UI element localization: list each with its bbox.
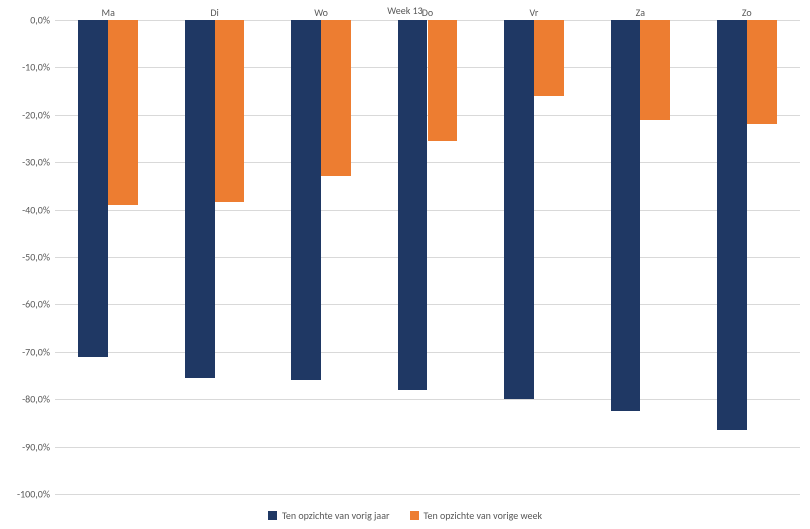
- bar-series-1: [747, 20, 777, 124]
- legend: Ten opzichte van vorig jaar Ten opzichte …: [0, 509, 810, 523]
- category-label: Do: [398, 6, 458, 19]
- chart-container: Week 13 Ten opzichte van vorig jaarTen o…: [0, 0, 810, 529]
- bar-series-0: [717, 20, 747, 430]
- bar-series-0: [78, 20, 108, 357]
- category-label: Vr: [504, 6, 564, 19]
- category-label: Di: [185, 6, 245, 19]
- y-axis-tick-label: -90,0%: [0, 440, 50, 453]
- bar-series-0: [291, 20, 321, 380]
- gridline: [55, 304, 800, 305]
- legend-item: Ten opzichte van vorige week: [410, 509, 543, 522]
- bar-series-1: [321, 20, 351, 176]
- category-label: Ma: [78, 6, 138, 19]
- gridline: [55, 162, 800, 163]
- y-axis-tick-label: -40,0%: [0, 203, 50, 216]
- bar-series-1: [215, 20, 245, 202]
- gridline: [55, 257, 800, 258]
- bar-series-0: [398, 20, 428, 390]
- y-axis-tick-label: -70,0%: [0, 345, 50, 358]
- bar-series-1: [640, 20, 670, 120]
- gridline: [55, 447, 800, 448]
- gridline: [55, 210, 800, 211]
- category-label: Wo: [291, 6, 351, 19]
- y-axis-tick-label: -20,0%: [0, 108, 50, 121]
- legend-label: Ten opzichte van vorig jaar: [282, 509, 390, 522]
- legend-label: Ten opzichte van vorige week: [424, 509, 543, 522]
- legend-swatch-icon: [268, 511, 277, 520]
- bar-series-1: [534, 20, 564, 96]
- y-axis-tick-label: -10,0%: [0, 61, 50, 74]
- bar-series-0: [504, 20, 534, 399]
- y-axis-tick-label: -100,0%: [0, 488, 50, 501]
- bar-series-0: [611, 20, 641, 411]
- bar-series-0: [185, 20, 215, 378]
- y-axis-tick-label: -80,0%: [0, 393, 50, 406]
- gridline: [55, 352, 800, 353]
- bar-series-1: [428, 20, 458, 141]
- legend-item: Ten opzichte van vorig jaar: [268, 509, 390, 522]
- y-axis-tick-label: 0,0%: [0, 14, 50, 27]
- y-axis-tick-label: -30,0%: [0, 156, 50, 169]
- category-label: Za: [610, 6, 670, 19]
- gridline: [55, 399, 800, 400]
- y-axis-tick-label: -60,0%: [0, 298, 50, 311]
- category-label: Zo: [717, 6, 777, 19]
- bar-series-1: [108, 20, 138, 205]
- y-axis-tick-label: -50,0%: [0, 251, 50, 264]
- gridline: [55, 494, 800, 495]
- legend-swatch-icon: [410, 511, 419, 520]
